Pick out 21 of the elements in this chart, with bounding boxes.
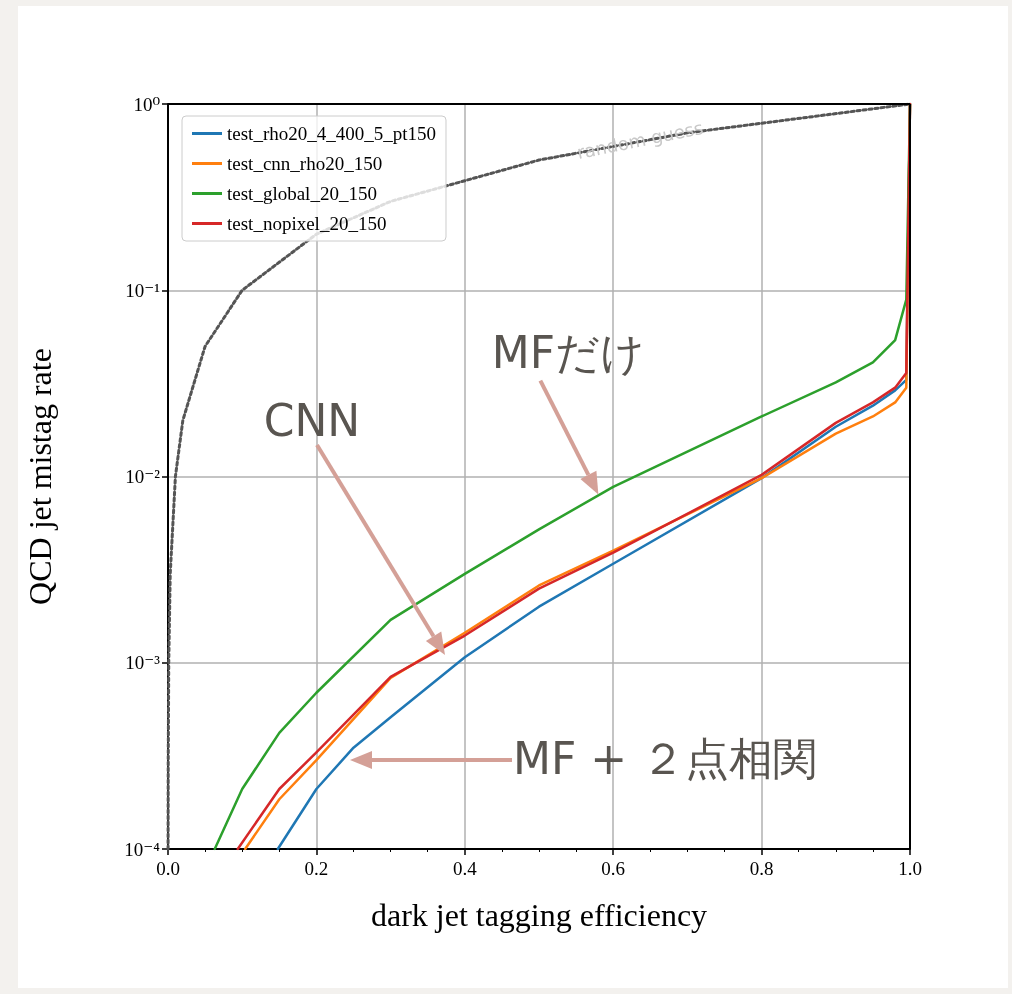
y-tick-label: 10⁻¹ [125, 279, 161, 301]
legend-label: test_rho20_4_400_5_pt150 [227, 123, 436, 144]
annotation: CNN [263, 394, 361, 446]
y-tick-label: 10⁻⁴ [124, 838, 161, 860]
y-tick-label: 10⁰ [133, 93, 161, 115]
legend-label: test_nopixel_20_150 [227, 213, 387, 234]
x-tick-label: 0.2 [304, 858, 329, 879]
legend-label: test_cnn_rho20_150 [227, 153, 383, 174]
x-tick-label: 0.4 [452, 858, 478, 879]
x-tick-label: 1.0 [898, 858, 922, 879]
annotation: MF + ２点相関 [512, 732, 818, 784]
x-axis-title: dark jet tagging efficiency [370, 897, 708, 933]
legend-label: test_global_20_150 [227, 183, 377, 204]
annotation: MFだけ [491, 327, 645, 379]
x-tick-label: 0.8 [749, 858, 774, 879]
y-tick-label: 10⁻² [125, 466, 161, 487]
annotation: random guess [575, 116, 705, 164]
x-tick-label: 0.0 [156, 858, 180, 879]
y-axis-title: QCD jet mistag rate [22, 348, 58, 605]
y-tick-label: 10⁻³ [125, 652, 161, 674]
x-tick-label: 0.6 [601, 858, 626, 879]
